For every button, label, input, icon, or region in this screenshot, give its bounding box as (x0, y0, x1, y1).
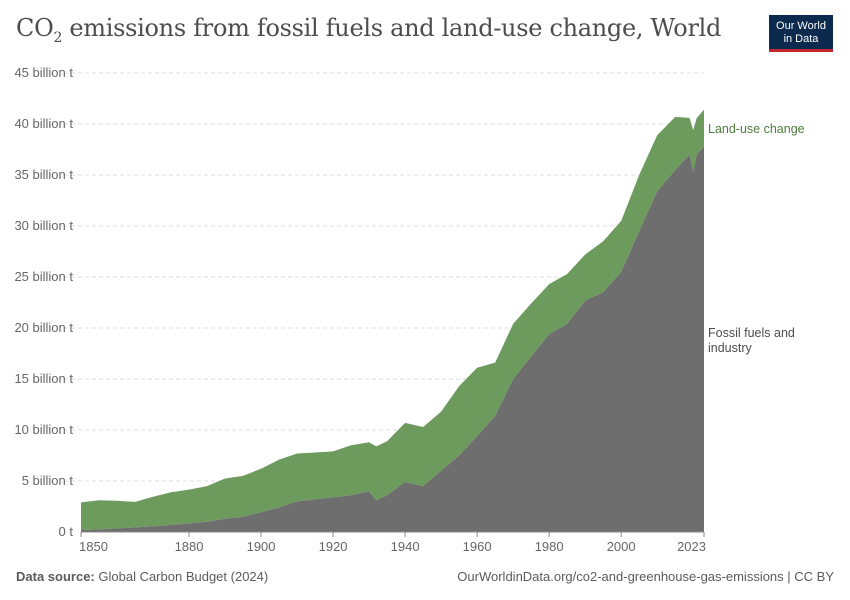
x-tick-label: 1940 (391, 539, 420, 554)
y-tick-label: 25 billion t (14, 269, 73, 284)
y-tick-label: 40 billion t (14, 116, 73, 131)
y-tick-label: 0 t (59, 524, 74, 539)
series-label-land-use: Land-use change (708, 122, 805, 136)
area-series (81, 109, 704, 532)
y-tick-label: 45 billion t (14, 65, 73, 80)
y-tick-label: 10 billion t (14, 422, 73, 437)
x-tick-label: 2000 (607, 539, 636, 554)
y-tick-label: 35 billion t (14, 167, 73, 182)
chart-title: CO2 emissions from fossil fuels and land… (16, 14, 722, 46)
y-tick-label: 15 billion t (14, 371, 73, 386)
source-name: Global Carbon Budget (2024) (98, 569, 269, 584)
x-tick-label: 1920 (319, 539, 348, 554)
y-tick-label: 20 billion t (14, 320, 73, 335)
series-label-fossil-line2: industry (708, 341, 753, 355)
x-tick-label: 1960 (463, 539, 492, 554)
footer-link[interactable]: OurWorldinData.org/co2-and-greenhouse-ga… (457, 569, 834, 584)
series-label-fossil: Fossil fuels and (708, 326, 795, 340)
x-tick-label: 2023 (677, 539, 706, 554)
owid-logo[interactable]: Our World in Data (769, 15, 833, 52)
x-tick-label: 1850 (79, 539, 108, 554)
area-land-use-change (81, 109, 704, 530)
y-tick-label: 30 billion t (14, 218, 73, 233)
area-fossil-fuels (81, 146, 704, 532)
y-axis: 0 t 5 billion t 10 billion t 15 billion t 20… (14, 65, 73, 539)
x-tick-label: 1900 (247, 539, 276, 554)
x-axis: 1850 1880 1900 1920 1940 1960 1980 2000 2023 (79, 531, 706, 554)
data-source: Data source: Global Carbon Budget (2024) (16, 569, 269, 584)
x-tick-label: 1880 (175, 539, 204, 554)
logo-line-1: Our World (776, 20, 826, 32)
logo-line-2: in Data (783, 33, 819, 45)
x-tick-label: 1980 (535, 539, 564, 554)
y-tick-label: 5 billion t (22, 473, 74, 488)
